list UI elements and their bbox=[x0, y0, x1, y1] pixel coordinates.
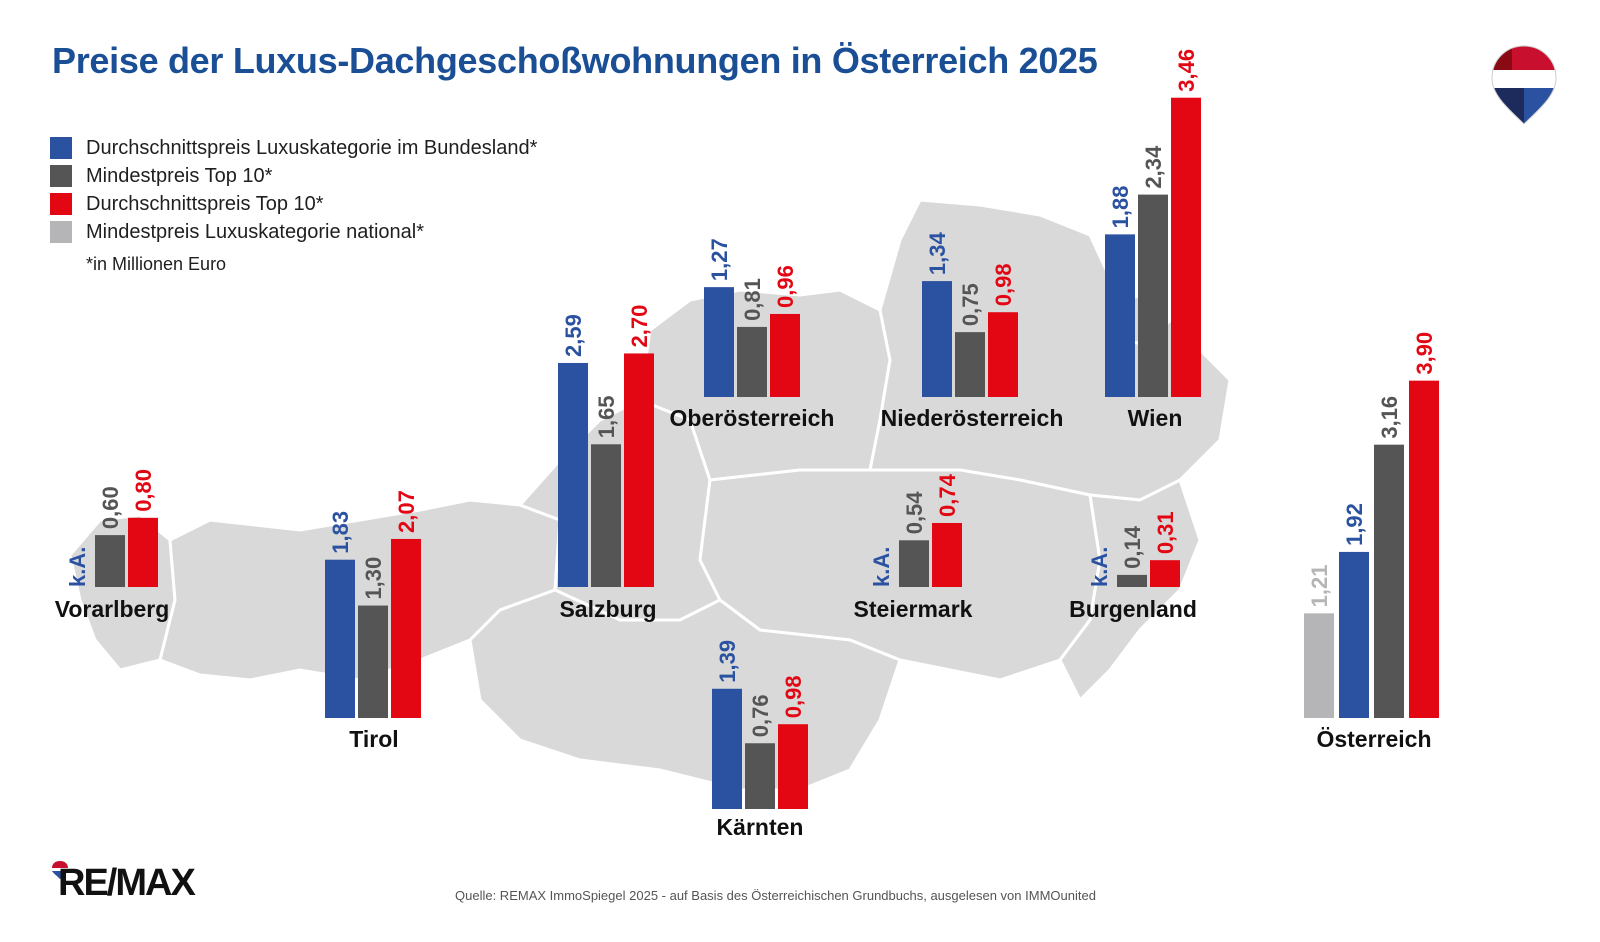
value-label-oesterreich-min-lux-national: 1,21 bbox=[1307, 565, 1332, 608]
value-label-tirol-avg-top10: 2,07 bbox=[394, 490, 419, 533]
bar-burgenland-avg-top10 bbox=[1150, 560, 1180, 587]
legend-swatch-red bbox=[50, 193, 72, 215]
value-label-oesterreich-min-top10: 3,16 bbox=[1377, 396, 1402, 439]
value-label-vorarlberg-avg-top10: 0,80 bbox=[131, 469, 156, 512]
value-label-tirol-avg-lux-state: 1,83 bbox=[328, 511, 353, 554]
bar-kaernten-avg-top10 bbox=[778, 724, 808, 809]
value-label-salzburg-min-top10: 1,65 bbox=[594, 395, 619, 438]
bar-kaernten-min-top10 bbox=[745, 743, 775, 809]
legend-swatch-blue bbox=[50, 137, 72, 159]
region-label-oberoesterreich: Oberösterreich bbox=[670, 405, 835, 431]
remax-balloon-icon bbox=[1491, 45, 1557, 125]
value-label-niederoesterreich-avg-lux-state: 1,34 bbox=[925, 232, 950, 276]
value-label-steiermark-avg-top10: 0,74 bbox=[935, 473, 960, 517]
value-label-wien-min-top10: 2,34 bbox=[1141, 145, 1166, 189]
region-label-niederoesterreich: Niederösterreich bbox=[881, 405, 1064, 431]
bar-steiermark-avg-top10 bbox=[932, 522, 962, 587]
legend-item-min-top10: Mindestpreis Top 10* bbox=[50, 162, 537, 190]
label-layer: k.A. 0,60 0,80 Vorarlberg 1,83 1,30 2,07 Tirol 2… bbox=[55, 49, 1437, 840]
bar-vorarlberg-min-top10 bbox=[95, 535, 125, 587]
value-label-oberoesterreich-min-top10: 0,81 bbox=[740, 278, 765, 321]
legend-label: Durchschnittspreis Top 10* bbox=[86, 192, 324, 215]
map-region-burgenland bbox=[1058, 477, 1202, 703]
value-label-burgenland-avg-top10: 0,31 bbox=[1153, 511, 1178, 554]
legend-label: Mindestpreis Luxuskategorie national* bbox=[86, 220, 424, 243]
region-label-burgenland: Burgenland bbox=[1069, 596, 1197, 622]
legend-swatch-dark bbox=[50, 165, 72, 187]
value-label-burgenland-avg-lux-state: k.A. bbox=[1087, 547, 1112, 587]
bar-salzburg-min-top10 bbox=[591, 444, 621, 587]
bar-wien-avg-lux-state bbox=[1105, 234, 1135, 397]
bar-oesterreich-min-top10 bbox=[1374, 444, 1404, 718]
value-label-salzburg-avg-top10: 2,70 bbox=[627, 305, 652, 348]
bar-wien-avg-top10 bbox=[1171, 97, 1201, 398]
bar-tirol-min-top10 bbox=[358, 605, 388, 718]
value-label-vorarlberg-avg-lux-state: k.A. bbox=[65, 547, 90, 587]
bar-tirol-avg-lux-state bbox=[325, 559, 355, 718]
bar-niederoesterreich-avg-top10 bbox=[988, 312, 1018, 397]
bar-oberoesterreich-min-top10 bbox=[737, 326, 767, 397]
bar-oesterreich-avg-top10 bbox=[1409, 380, 1439, 718]
value-label-wien-avg-lux-state: 1,88 bbox=[1108, 186, 1133, 229]
bar-niederoesterreich-min-top10 bbox=[955, 332, 985, 397]
value-label-vorarlberg-min-top10: 0,60 bbox=[98, 486, 123, 529]
value-label-burgenland-min-top10: 0,14 bbox=[1120, 525, 1145, 569]
value-label-steiermark-avg-lux-state: k.A. bbox=[869, 547, 894, 587]
bar-vorarlberg-avg-top10 bbox=[128, 517, 158, 587]
region-label-salzburg: Salzburg bbox=[559, 596, 656, 622]
legend-swatch-grey bbox=[50, 221, 72, 243]
value-label-steiermark-min-top10: 0,54 bbox=[902, 491, 927, 535]
bar-oesterreich-min-lux-national bbox=[1304, 613, 1334, 718]
value-label-kaernten-avg-lux-state: 1,39 bbox=[715, 640, 740, 683]
value-label-oberoesterreich-avg-top10: 0,96 bbox=[773, 265, 798, 308]
bar-oberoesterreich-avg-top10 bbox=[770, 313, 800, 397]
value-label-tirol-min-top10: 1,30 bbox=[361, 557, 386, 600]
legend-label: Mindestpreis Top 10* bbox=[86, 164, 273, 187]
region-label-steiermark: Steiermark bbox=[854, 596, 973, 622]
value-label-kaernten-min-top10: 0,76 bbox=[748, 694, 773, 737]
legend-label: Durchschnittspreis Luxuskategorie im Bun… bbox=[86, 136, 538, 159]
legend-item-avg-lux-state: Durchschnittspreis Luxuskategorie im Bun… bbox=[50, 134, 537, 162]
legend-item-min-lux-national: Mindestpreis Luxuskategorie national* bbox=[50, 218, 537, 246]
remax-logo-balloon-icon bbox=[52, 861, 68, 879]
value-label-niederoesterreich-min-top10: 0,75 bbox=[958, 283, 983, 326]
bar-tirol-avg-top10 bbox=[391, 538, 421, 718]
region-label-vorarlberg: Vorarlberg bbox=[55, 596, 170, 622]
value-label-oberoesterreich-avg-lux-state: 1,27 bbox=[707, 238, 732, 281]
bar-wien-min-top10 bbox=[1138, 194, 1168, 397]
legend: Durchschnittspreis Luxuskategorie im Bun… bbox=[50, 134, 537, 275]
bar-steiermark-min-top10 bbox=[899, 540, 929, 587]
bar-niederoesterreich-avg-lux-state bbox=[922, 281, 952, 397]
value-label-oesterreich-avg-top10: 3,90 bbox=[1412, 332, 1437, 375]
region-label-wien: Wien bbox=[1128, 405, 1183, 431]
region-label-tirol: Tirol bbox=[349, 726, 398, 752]
region-label-kaernten: Kärnten bbox=[717, 814, 804, 840]
source-note: Quelle: REMAX ImmoSpiegel 2025 - auf Bas… bbox=[455, 888, 1096, 903]
bar-layer bbox=[95, 97, 1439, 809]
value-label-niederoesterreich-avg-top10: 0,98 bbox=[991, 263, 1016, 306]
bar-oesterreich-avg-lux-state bbox=[1339, 551, 1369, 718]
value-label-wien-avg-top10: 3,46 bbox=[1174, 49, 1199, 92]
region-label-oesterreich: Österreich bbox=[1316, 726, 1431, 752]
bar-salzburg-avg-lux-state bbox=[558, 362, 588, 587]
bar-burgenland-min-top10 bbox=[1117, 574, 1147, 587]
value-label-oesterreich-avg-lux-state: 1,92 bbox=[1342, 503, 1367, 546]
remax-logo: RE/MAX bbox=[58, 862, 196, 904]
bar-oberoesterreich-avg-lux-state bbox=[704, 287, 734, 397]
value-label-salzburg-avg-lux-state: 2,59 bbox=[561, 314, 586, 357]
bar-kaernten-avg-lux-state bbox=[712, 688, 742, 809]
legend-item-avg-top10: Durchschnittspreis Top 10* bbox=[50, 190, 537, 218]
value-label-kaernten-avg-top10: 0,98 bbox=[781, 675, 806, 718]
chart-title: Preise der Luxus-Dachgeschoßwohnungen in… bbox=[52, 40, 1098, 81]
unit-note: *in Millionen Euro bbox=[86, 254, 227, 274]
bar-salzburg-avg-top10 bbox=[624, 353, 654, 587]
